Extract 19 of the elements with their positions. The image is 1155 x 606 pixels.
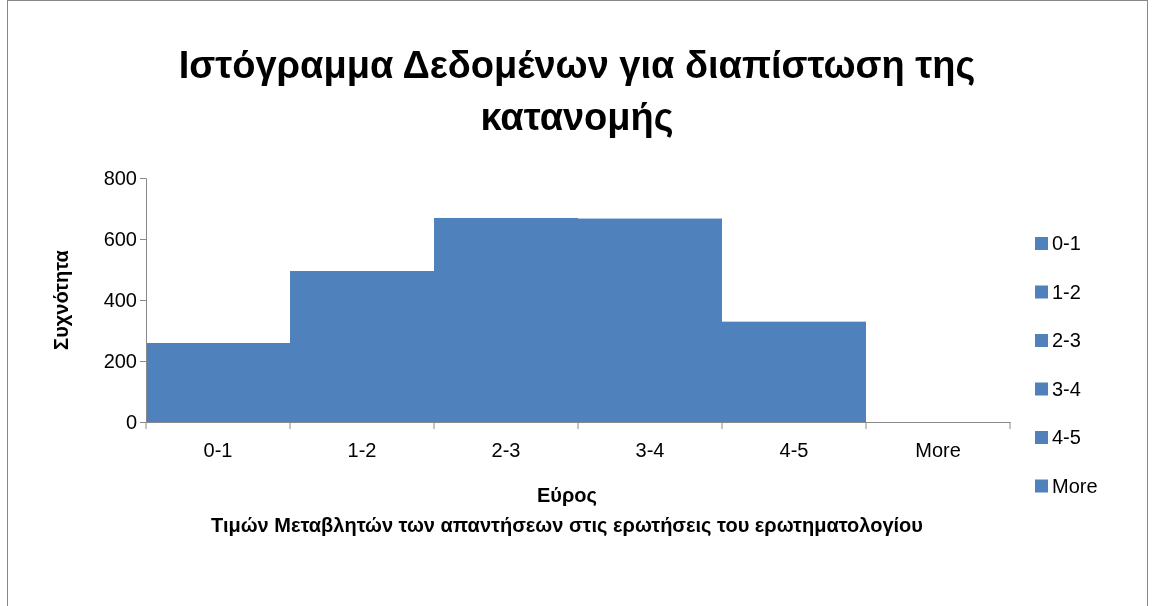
y-tick-label: 800 xyxy=(103,166,137,189)
chart-title: Ιστόγραμμα Δεδομένων για διαπίστωση της κατανομής xyxy=(178,44,976,138)
x-tick-label: 4-5 xyxy=(779,439,809,461)
y-tick-label: 400 xyxy=(103,288,137,311)
legend-label: 1-2 xyxy=(1052,280,1081,303)
y-axis-title: Συχνότητα xyxy=(50,249,72,350)
x-tick-label: 2-3 xyxy=(491,439,521,461)
x-tick-label: More xyxy=(915,439,961,461)
legend-label: 0-1 xyxy=(1052,232,1081,254)
legend-label: More xyxy=(1052,474,1098,497)
legend-label: 3-4 xyxy=(1052,377,1081,400)
y-tick-label: 0 xyxy=(125,410,137,433)
legend-label: 2-3 xyxy=(1052,329,1081,351)
x-axis-title: Εύρος Τιμών Μεταβλητών των απαντήσεων στις ερωτήσεις του ερωτηματολογίου xyxy=(211,484,923,536)
x-tick-label: 1-2 xyxy=(347,439,377,461)
x-tick-label: 3-4 xyxy=(635,439,665,461)
x-tick-label: 0-1 xyxy=(203,439,233,461)
y-tick-label: 600 xyxy=(103,227,137,250)
y-tick-label: 200 xyxy=(103,349,137,372)
